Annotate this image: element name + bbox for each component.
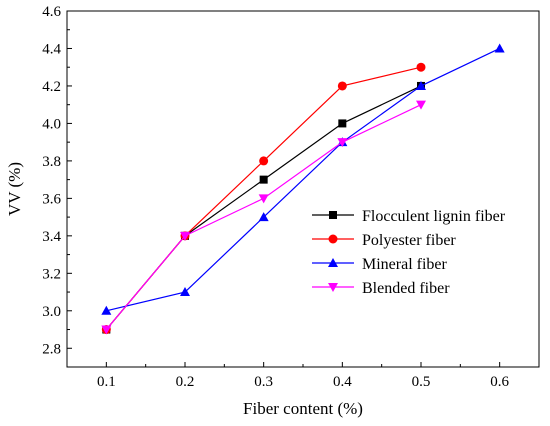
- y-tick-label: 2.8: [42, 341, 61, 357]
- y-tick-label: 3.2: [42, 266, 61, 282]
- x-tick-label: 0.1: [97, 374, 116, 390]
- y-tick-label: 4.2: [42, 79, 61, 95]
- y-tick-label: 4.4: [42, 41, 61, 57]
- series-layer: [101, 43, 505, 335]
- series-4: [101, 100, 426, 335]
- legend-marker: [328, 283, 338, 292]
- y-tick-label: 3.8: [42, 154, 61, 170]
- series-3: [101, 43, 505, 315]
- data-point: [494, 43, 505, 53]
- data-point: [101, 325, 112, 335]
- x-tick-label: 0.6: [490, 374, 509, 390]
- x-tick-label: 0.5: [412, 374, 431, 390]
- legend-label: Flocculent lignin fiber: [362, 208, 506, 225]
- y-tick-label: 4.6: [42, 4, 61, 20]
- data-point: [416, 80, 426, 90]
- data-point: [338, 119, 347, 128]
- x-tick-label: 0.3: [254, 374, 273, 390]
- data-point: [337, 138, 348, 148]
- legend-marker: [328, 234, 338, 244]
- legend-marker: [328, 258, 338, 267]
- data-point: [337, 81, 347, 91]
- legend-label: Blended fiber: [362, 280, 450, 297]
- x-tick-label: 0.2: [176, 374, 195, 390]
- plot-frame: [66, 10, 540, 368]
- data-point: [258, 194, 269, 204]
- x-axis-label: Fiber content (%): [243, 399, 363, 418]
- data-point: [180, 231, 190, 241]
- x-tick-label: 0.4: [333, 374, 352, 390]
- data-point: [259, 175, 268, 184]
- data-point: [258, 212, 269, 222]
- legend-marker: [329, 211, 337, 219]
- data-point: [180, 287, 190, 297]
- data-point: [416, 62, 426, 72]
- legend-label: Mineral fiber: [362, 256, 448, 273]
- legend-item: Polyester fiber: [312, 232, 456, 249]
- x-axis-ticks: 0.1 0.2 0.3 0.4 0.5 0.6: [97, 362, 540, 390]
- y-tick-label: 3.6: [42, 191, 61, 207]
- legend-item: Blended fiber: [312, 280, 450, 297]
- data-point: [259, 156, 269, 166]
- legend-label: Polyester fiber: [362, 232, 456, 249]
- y-tick-label: 4.0: [42, 116, 61, 132]
- legend-item: Flocculent lignin fiber: [312, 208, 506, 225]
- legend: Flocculent lignin fiber Polyester fiber Mi…: [312, 208, 506, 297]
- y-axis-label: VV (%): [5, 162, 24, 216]
- legend-item: Mineral fiber: [312, 256, 448, 273]
- y-axis-ticks: 2.8 3.0 3.2 3.4 3.6 3.8 4.0 4.2 4.4 4.6: [42, 4, 72, 357]
- y-tick-label: 3.4: [42, 229, 61, 245]
- data-point: [101, 305, 112, 315]
- series-line: [106, 47, 500, 312]
- data-point: [416, 100, 426, 110]
- y-tick-label: 3.0: [42, 304, 61, 320]
